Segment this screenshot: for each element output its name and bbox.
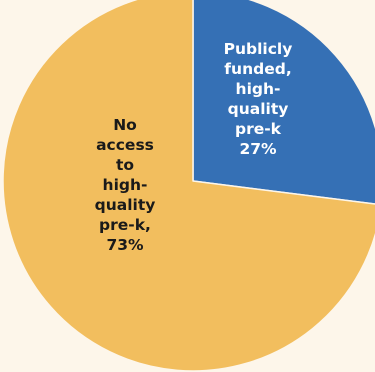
slice-label-publicly-funded: Publicly funded, high- quality pre-k 27%	[206, 39, 310, 159]
slice-label-line: quality	[227, 100, 289, 118]
slice-label-line: Publicly	[223, 40, 293, 58]
slice-label-line: access	[96, 136, 154, 154]
slice-label-value: 27%	[239, 140, 277, 158]
slice-label-line: high-	[102, 176, 148, 194]
slice-label-line: No	[113, 116, 137, 134]
slice-label-line: high-	[235, 80, 281, 98]
slice-label-line: to	[115, 156, 135, 174]
slice-label-value: 73%	[106, 236, 144, 254]
pie-slice-publicly-funded	[192, 0, 375, 205]
slice-label-line: quality	[94, 196, 156, 214]
slice-label-no-access: No access to high- quality pre-k, 73%	[77, 115, 173, 255]
slice-label-line: funded,	[224, 60, 292, 78]
slice-label-line: pre-k	[235, 120, 281, 138]
slice-label-line: pre-k,	[99, 216, 151, 234]
